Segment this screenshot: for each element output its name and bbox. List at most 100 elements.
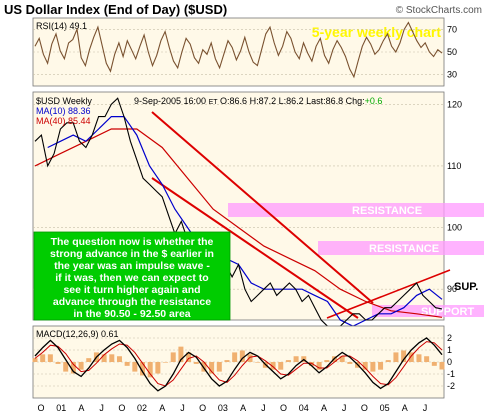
macd-histogram-bar	[40, 354, 46, 362]
macd-histogram-bar	[308, 362, 314, 366]
macd-histogram-bar	[140, 362, 146, 376]
macd-label: MACD(12,26,9) 0.61	[36, 329, 119, 339]
macd-histogram-bar	[186, 352, 192, 362]
commentary-line: in the 90.50 - 92.50 area	[73, 308, 190, 320]
macd-tick-label: 2	[447, 333, 452, 343]
macd-histogram-bar	[408, 352, 414, 362]
rsi-tick-label: 30	[447, 70, 457, 80]
commentary-line: advance through the resistance	[53, 296, 211, 308]
macd-histogram-bar	[339, 356, 345, 362]
macd-histogram-bar	[247, 354, 253, 362]
macd-histogram-bar	[101, 354, 107, 362]
x-axis-tick-label: A	[321, 403, 327, 413]
commentary-line: see it turn higher again and	[63, 284, 200, 296]
x-axis-tick-label: 04	[299, 403, 309, 413]
macd-axis-ticks: -2 -1 0 1 2	[447, 333, 455, 391]
x-axis-tick-label: O	[37, 403, 44, 413]
macd-histogram-bar	[147, 362, 153, 378]
macd-tick-label: 1	[447, 345, 452, 355]
macd-line	[34, 337, 443, 392]
macd-histogram-bar	[155, 362, 161, 374]
x-axis-tick-label: J	[342, 403, 347, 413]
rsi-series-line	[34, 21, 443, 79]
macd-histogram-bar	[109, 354, 115, 362]
macd-tick-label: -2	[447, 381, 455, 391]
macd-histogram-bar	[47, 354, 53, 362]
ma40-legend: MA(40) 85.44	[36, 116, 91, 126]
price-panel-label: $USD Weekly	[36, 96, 92, 106]
macd-histogram-bar	[439, 362, 445, 370]
macd-histogram-bar	[278, 362, 284, 370]
support-band	[372, 305, 484, 317]
macd-histogram-bar	[116, 356, 122, 362]
price-tick-label: 90	[447, 284, 457, 294]
macd-histogram-bar	[378, 362, 384, 370]
commentary-line: strong advance in the $ earlier in	[50, 248, 214, 260]
commentary-line: The question now is whether the	[51, 236, 214, 248]
macd-histogram-bar	[285, 360, 291, 362]
macd-histogram-bar	[431, 362, 437, 366]
price-series-line	[34, 97, 443, 334]
macd-histogram-bar	[293, 356, 299, 362]
macd-histogram-bar	[424, 356, 430, 362]
macd-gridlines	[33, 337, 444, 387]
ma10-legend: MA(10) 88.36	[36, 106, 91, 116]
x-axis-tick-label: A	[402, 403, 408, 413]
rsi-axis-ticks: 30 50 70	[447, 24, 457, 79]
macd-histogram-bar	[401, 350, 407, 362]
macd-histogram-bar	[216, 362, 222, 372]
price-header: 9-Sep-2005 16:00 ET O:86.6 H:87.2 L:86.2…	[134, 96, 382, 106]
macd-histogram-bar	[124, 362, 130, 366]
x-axis-tick-label: A	[78, 403, 84, 413]
resistance-band-lower	[318, 241, 484, 255]
macd-histogram-bar	[78, 362, 84, 370]
chart-caption: 5-year weekly chart	[312, 24, 442, 40]
rsi-tick-label: 50	[447, 47, 457, 57]
x-axis-tick-label: 01	[56, 403, 66, 413]
channel-lower-line	[151, 177, 359, 319]
macd-histogram-bar	[170, 352, 176, 362]
sup-label: SUP.	[454, 281, 478, 293]
resistance-label-lower: RESISTANCE	[369, 243, 439, 255]
macd-histogram-bar	[209, 362, 215, 374]
macd-histogram-bar	[232, 352, 238, 362]
x-axis-tick-label: O	[118, 403, 125, 413]
commentary-box	[33, 231, 231, 321]
commentary-text: The question now is whether the strong a…	[50, 236, 214, 320]
macd-histogram-bar	[347, 362, 353, 364]
ma10-line	[47, 116, 443, 327]
resistance-label-upper: RESISTANCE	[352, 205, 422, 217]
macd-histogram-bar	[86, 358, 92, 362]
macd-tick-label: -1	[447, 369, 455, 379]
commentary-line: the year was an impulse wave -	[54, 260, 210, 272]
macd-signal-line	[34, 341, 443, 387]
x-axis-tick-label: J	[423, 403, 428, 413]
channel-upper-line	[151, 111, 374, 304]
resistance-band-upper	[228, 203, 484, 217]
x-axis-tick-label: 03	[218, 403, 228, 413]
macd-histogram-bar	[255, 362, 261, 363]
price-tick-label: 120	[447, 99, 462, 109]
source-credit: © StockCharts.com	[396, 5, 482, 16]
rsi-label: RSI(14) 49.1	[36, 21, 87, 31]
chart-title: US Dollar Index (End of Day) ($USD)	[4, 2, 227, 17]
x-axis-tick-label: O	[280, 403, 287, 413]
x-axis-tick-label: A	[159, 403, 165, 413]
price-tick-label: 100	[447, 223, 462, 233]
macd-histogram-bar	[416, 354, 422, 362]
macd-histogram-bar	[362, 362, 368, 370]
commentary-line: if it was, then we can expect to	[55, 272, 208, 284]
ma40-line	[34, 128, 443, 318]
macd-histogram-bar	[132, 362, 138, 372]
x-axis-tick-label: A	[240, 403, 246, 413]
macd-histogram-bar	[201, 362, 207, 372]
macd-histogram-bar	[70, 362, 76, 374]
macd-histogram-bar	[224, 360, 230, 362]
macd-histogram-bar	[324, 360, 330, 362]
price-tick-label: 110	[447, 161, 461, 171]
macd-histogram-bar	[393, 352, 399, 362]
macd-histogram-bar	[63, 362, 69, 372]
macd-histogram-bar	[385, 360, 391, 362]
x-axis-tick-label: 05	[380, 403, 390, 413]
